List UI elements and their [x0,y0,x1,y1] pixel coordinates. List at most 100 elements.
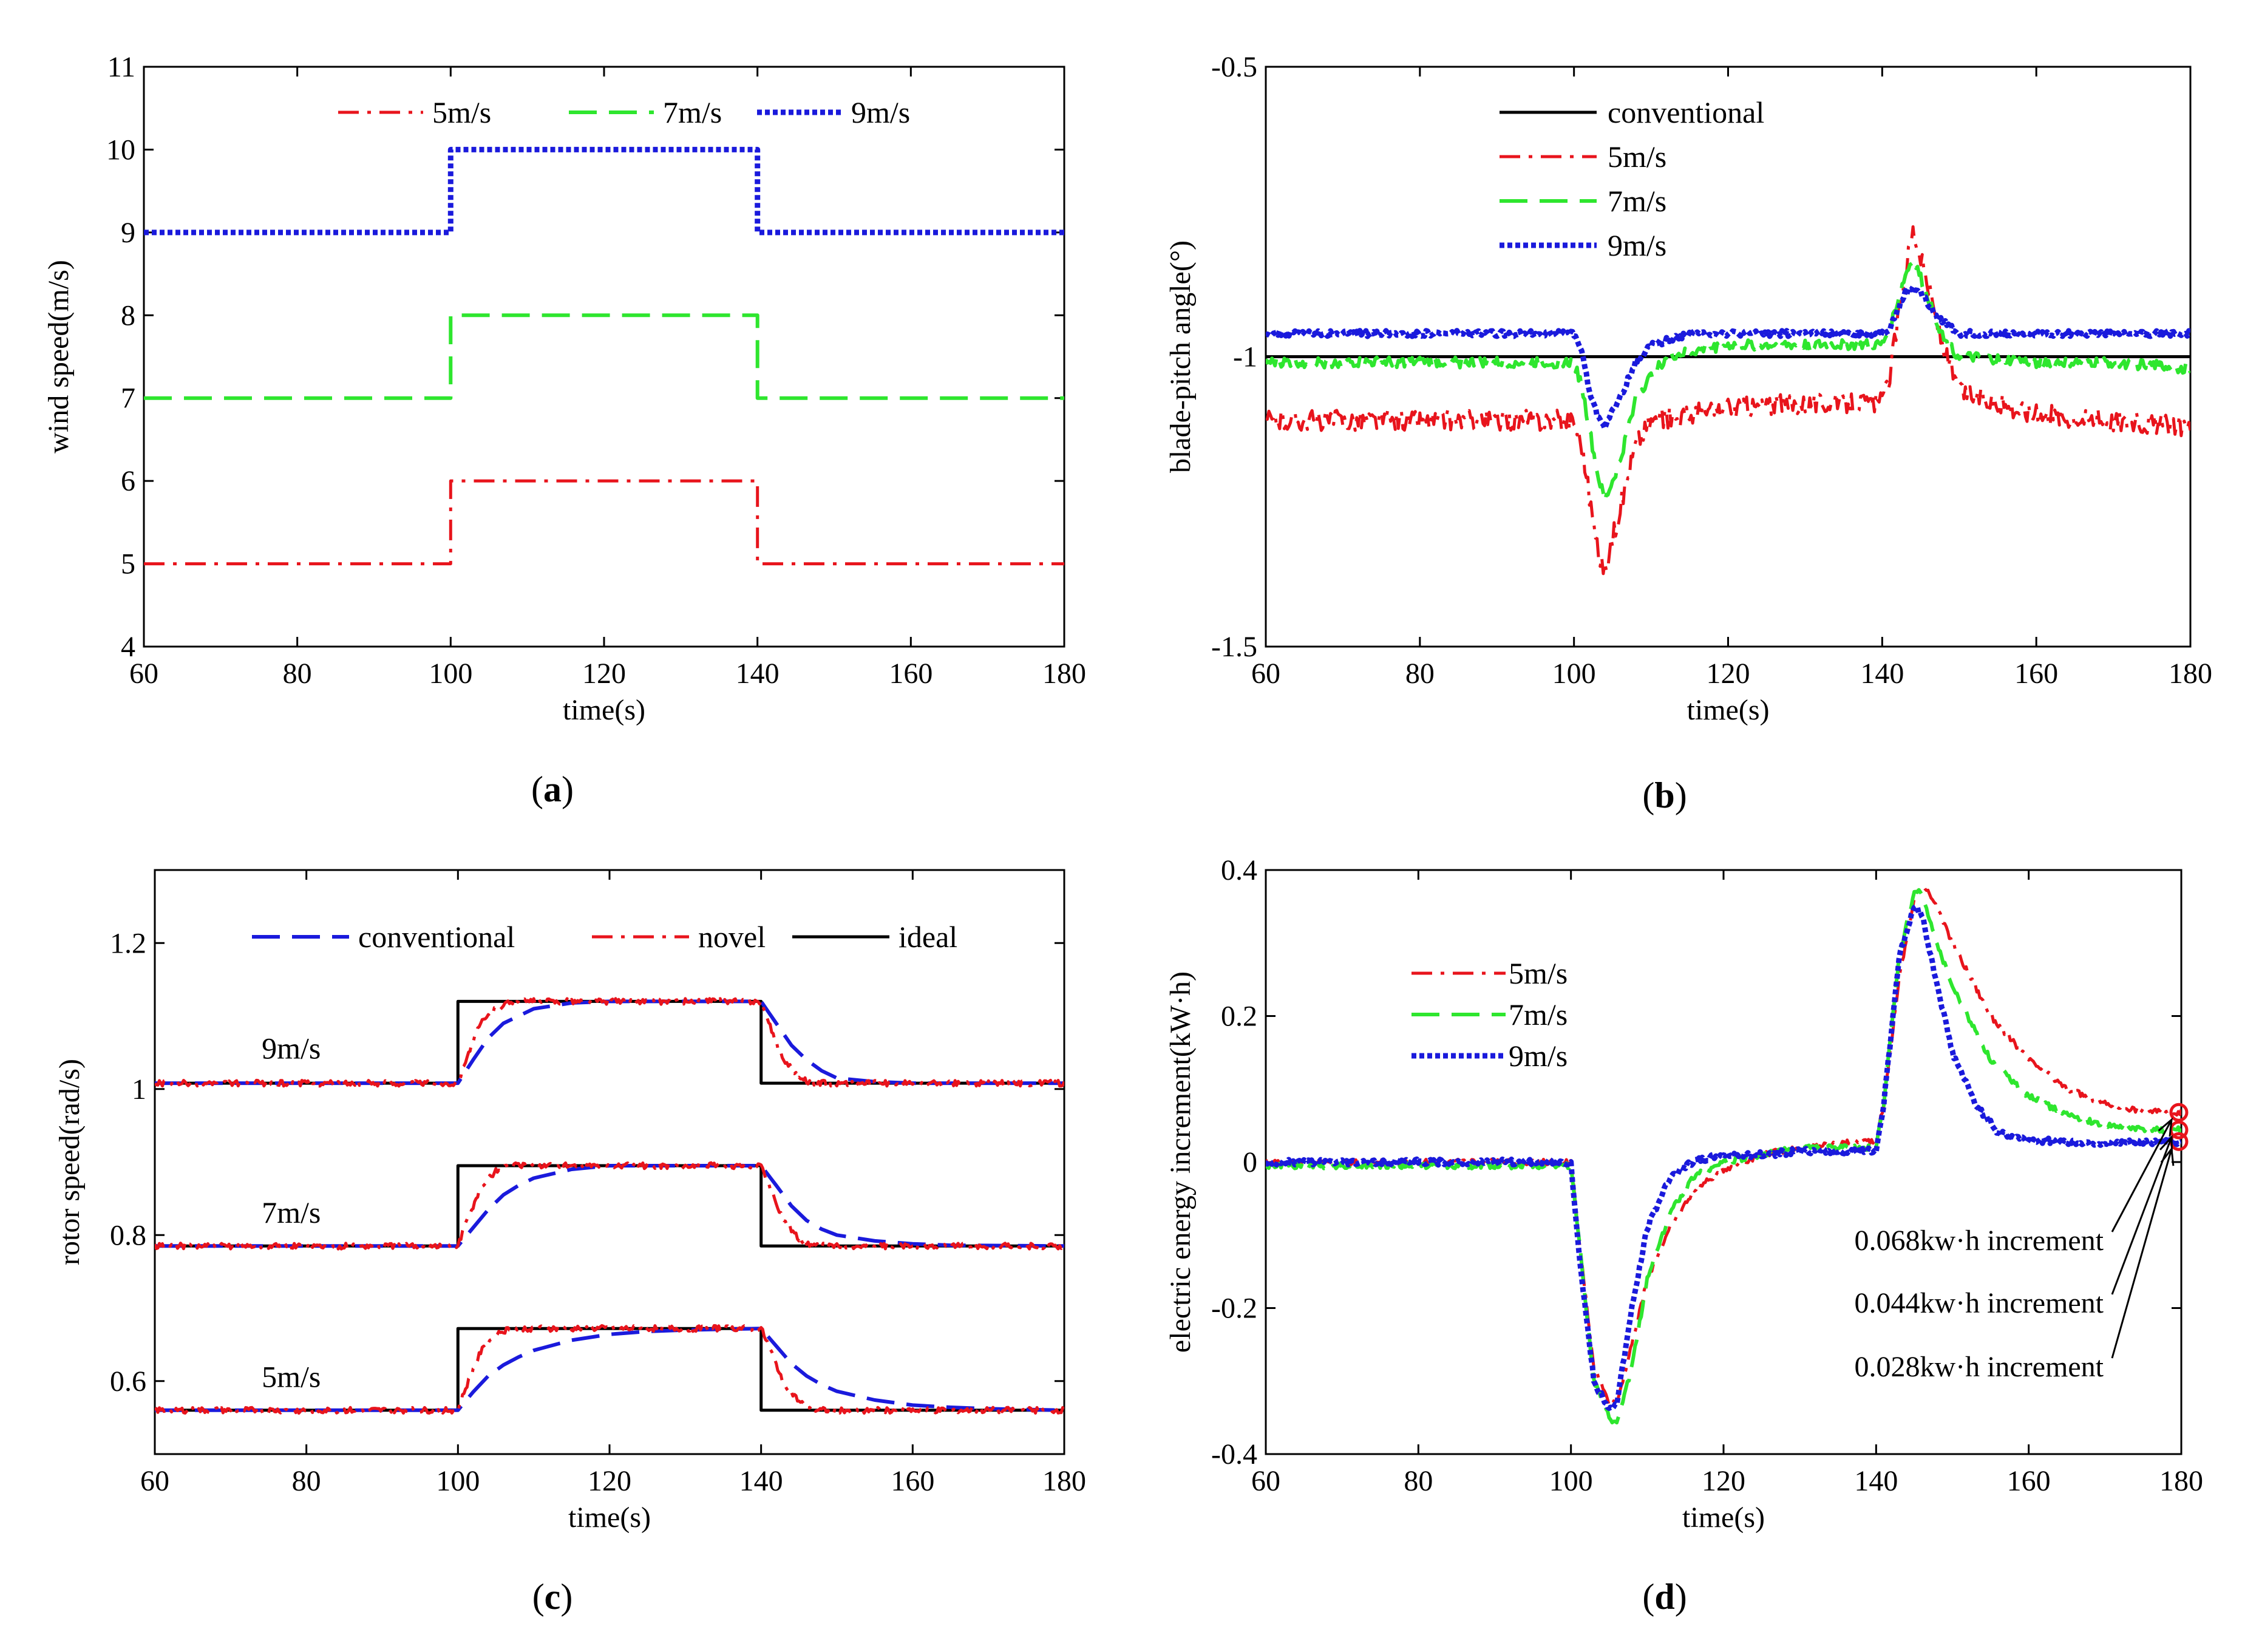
legend-label: 5m/s [1509,956,1568,990]
panel-a: 60 80 100 120 140 160 180 4 5 6 7 8 9 10 11 time(s) wind… [42,51,1086,809]
x-tick-label: 140 [1854,1465,1898,1497]
x-tick-label: 100 [429,658,472,690]
legend-label: conventional [358,920,515,954]
series-line-7ms [1266,888,2181,1425]
annotation-arrowhead [2160,1146,2175,1166]
series-line-conventional-7ms [155,1164,1064,1248]
caption-close-paren: ) [560,1577,572,1617]
x-tick-label: 140 [736,658,780,690]
x-tick-label: 180 [1042,658,1086,690]
plot-area-c [155,997,1064,1415]
x-axis-label: time(s) [563,694,645,726]
legend-label: 5m/s [1608,140,1666,174]
series-line-9ms [1266,284,2190,432]
legend-d: 5m/s 7m/s 9m/s [1411,956,1568,1073]
y-tick-label: 0.2 [1221,1001,1257,1033]
y-tick-label: -0.4 [1211,1438,1257,1470]
caption-open-paren: ( [532,1577,545,1617]
panel-caption-d: (d) [1642,1577,1687,1617]
y-axis-label: electric energy increment(kW·h) [1164,971,1197,1353]
y-tick-label: -1 [1233,341,1257,373]
legend-label: 9m/s [1509,1039,1568,1073]
annotation-label: 0.028kw·h increment [1854,1351,2104,1383]
series-line-conventional-5ms [155,1327,1064,1412]
x-tick-label: 120 [1707,658,1750,690]
plot-area-a [144,146,1064,566]
x-tick-label: 180 [1042,1465,1086,1497]
x-tick-label: 160 [2014,658,2058,690]
y-tick-label: 1 [132,1073,146,1106]
panel-b: 60 80 100 120 140 160 180 -1.5 -1 -0.5 time(s) blad… [1164,51,2212,815]
y-tick-label: 7 [121,382,135,415]
x-tick-label: 100 [436,1465,480,1497]
y-tick-label: 0.4 [1221,854,1257,886]
legend-label: 5m/s [432,95,491,129]
legend-label: 7m/s [1608,184,1666,218]
x-tick-label: 120 [588,1465,631,1497]
panel-caption-a: (a) [531,769,574,809]
x-tick-label: 100 [1552,658,1596,690]
y-tick-label: 10 [106,134,135,166]
legend-label: 9m/s [851,95,910,129]
caption-letter: c [545,1577,561,1617]
annotation-label: 0.068kw·h increment [1854,1225,2104,1257]
x-tick-label: 80 [1405,658,1435,690]
panel-c: 60 80 100 120 140 160 180 0.6 0.8 1 1.2 time(s) roto… [53,869,1086,1617]
caption-open-paren: ( [531,769,543,809]
legend-label: 9m/s [1608,228,1666,262]
x-tick-label: 60 [1251,658,1280,690]
panel-caption-b: (b) [1642,775,1687,815]
x-tick-label: 120 [1702,1465,1745,1497]
x-tick-label: 160 [891,1465,934,1497]
x-tick-label: 80 [1404,1465,1433,1497]
x-tick-label: 120 [582,658,626,690]
y-tick-label: 1.2 [110,927,146,959]
x-tick-label: 140 [1860,658,1904,690]
plot-area-d [1266,885,2181,1425]
y-axis-label: rotor speed(rad/s) [53,1059,86,1265]
y-axis-label: wind speed(m/s) [42,260,75,454]
x-axis-label: time(s) [568,1501,651,1534]
y-tick-label: -0.5 [1211,51,1257,83]
legend-label: 7m/s [1509,998,1568,1032]
legend-label: novel [698,920,766,954]
legend-label: conventional [1608,95,1764,129]
annotation-label: 0.044kw·h increment [1854,1287,2104,1319]
series-line-5ms [144,479,1064,566]
y-axis-label: blade-pitch angle(°) [1164,240,1197,473]
caption-letter: a [543,769,562,809]
series-line-novel-9ms [155,997,1064,1088]
y-tick-label: 4 [121,631,135,663]
x-tick-label: 140 [739,1465,783,1497]
y-tick-label: 0.6 [110,1365,146,1398]
end-marker [2169,1103,2189,1122]
x-tick-label: 160 [2007,1465,2051,1497]
annotation-arrow [2111,1119,2173,1232]
x-tick-label: 180 [2169,658,2212,690]
plot-area-b [1266,225,2190,576]
legend-label: ideal [898,920,957,954]
x-axis-label: time(s) [1682,1501,1765,1534]
group-label: 5m/s [262,1360,321,1394]
x-tick-label: 60 [140,1465,169,1497]
x-tick-label: 60 [1251,1465,1280,1497]
legend-b: conventional 5m/s 7m/s 9m/s [1500,95,1764,262]
legend-c: conventional novel ideal [252,920,957,954]
annotation-arrowhead [2158,1117,2173,1137]
y-tick-label: 8 [121,299,135,331]
caption-open-paren: ( [1642,1577,1654,1617]
caption-letter: d [1654,1577,1674,1617]
annotation-arrow [2111,1137,2173,1295]
series-line-9ms [1266,903,2181,1412]
panel-caption-c: (c) [532,1577,573,1617]
caption-close-paren: ) [1675,775,1687,815]
y-tick-label: 11 [107,51,135,83]
x-axis-label: time(s) [1687,694,1770,726]
y-tick-label: 5 [121,548,135,580]
x-tick-label: 80 [283,658,312,690]
y-tick-label: 0 [1243,1146,1257,1178]
x-tick-label: 80 [292,1465,321,1497]
x-tick-label: 100 [1549,1465,1593,1497]
y-tick-label: 6 [121,465,135,497]
